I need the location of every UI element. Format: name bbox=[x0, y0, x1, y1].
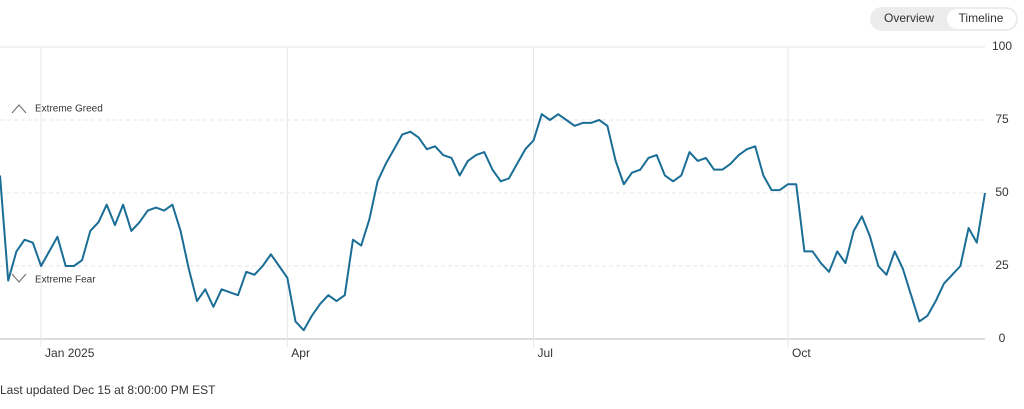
x-tick-label: Apr bbox=[291, 346, 310, 360]
x-tick-label: Oct bbox=[792, 346, 811, 360]
line-series bbox=[0, 113, 986, 332]
overview-button[interactable]: Overview bbox=[884, 11, 934, 25]
timeline-button[interactable]: Timeline bbox=[959, 11, 1004, 25]
footnote: Last updated Dec 15 at 8:00:00 PM EST bbox=[0, 383, 216, 397]
y-tick-label: 25 bbox=[995, 258, 1009, 272]
greed-icon bbox=[11, 104, 27, 114]
toggle-active bbox=[947, 9, 1016, 29]
y-tick-label: 75 bbox=[995, 112, 1009, 126]
x-tick-label: Jul bbox=[538, 346, 553, 360]
x-tick-label: Jan 2025 bbox=[45, 346, 95, 360]
annotation: Extreme Greed bbox=[35, 104, 103, 115]
fear-icon bbox=[11, 273, 27, 283]
y-tick-label: 50 bbox=[995, 185, 1009, 199]
annotation: Extreme Fear bbox=[35, 275, 96, 286]
y-tick-label: 100 bbox=[992, 39, 1012, 53]
y-tick-label: 0 bbox=[999, 331, 1006, 345]
